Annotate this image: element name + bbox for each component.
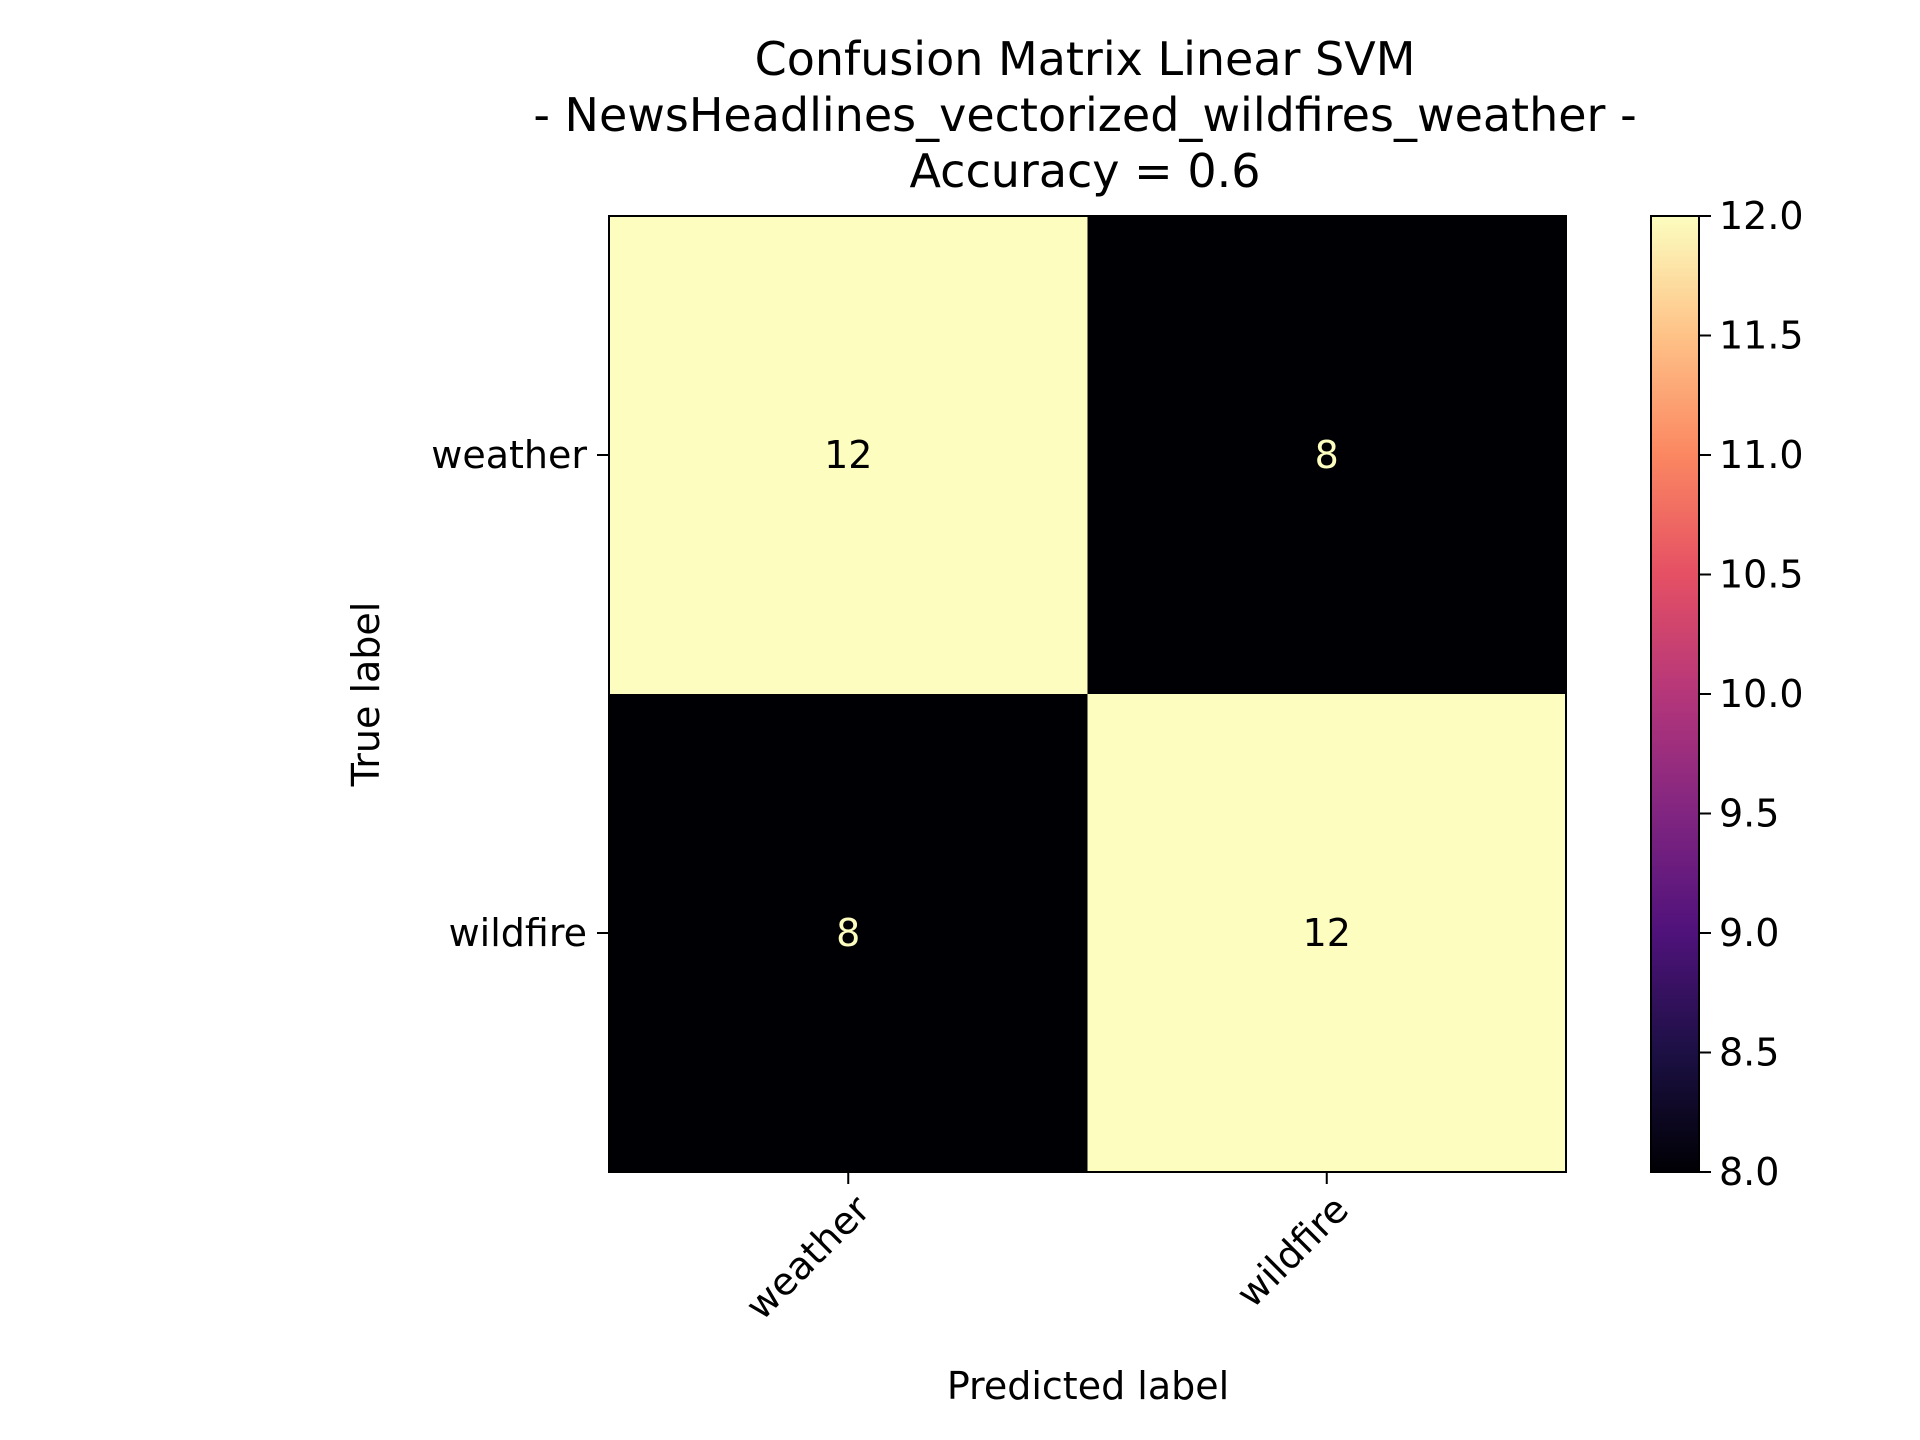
cell-value-label: 8 [1315,433,1339,477]
chart-title-line-3: Accuracy = 0.6 [910,144,1261,198]
x-axis-label: Predicted label [947,1364,1229,1408]
matrix-cell [609,216,1088,694]
colorbar-ticks: 8.0 8.5 9.0 9.5 10.0 10.5 11.0 11.5 12.0 [1699,194,1804,1194]
cell-value-label: 8 [836,911,860,955]
y-tick-label: weather [431,433,587,477]
colorbar-tick-label: 10.0 [1719,672,1804,716]
plot-frame [608,215,1567,1173]
matrix-cells: 12 8 8 12 [609,216,1566,1172]
chart-title-line-1: Confusion Matrix Linear SVM [755,32,1416,86]
colorbar-tick-label: 12.0 [1719,194,1804,238]
colorbar-tick-label: 10.5 [1719,553,1804,597]
colorbar-tick-label: 9.5 [1719,792,1779,836]
colorbar-tick-label: 9.0 [1719,911,1779,955]
cell-value-label: 12 [824,433,872,477]
chart-title-line-2: - NewsHeadlines_vectorized_wildfires_wea… [533,88,1636,142]
colorbar-tick-label: 8.0 [1719,1150,1779,1194]
colorbar [1650,215,1700,1173]
cell-value-label: 12 [1303,911,1351,955]
matrix-cell [1087,694,1566,1172]
matrix-cell [1087,216,1566,694]
y-axis-label: True label [344,602,388,788]
colorbar-tick-label: 11.5 [1719,314,1804,358]
x-tick-label: wildfire [1228,1187,1357,1316]
x-axis-ticks: weather wildfire [737,1172,1357,1328]
y-tick-label: wildfire [449,911,587,955]
colorbar-tick-label: 8.5 [1719,1031,1779,1075]
x-tick-label: weather [737,1187,878,1328]
y-axis-ticks: weather wildfire [431,433,609,955]
colorbar-tick-label: 11.0 [1719,433,1804,477]
matrix-cell [609,694,1088,1172]
